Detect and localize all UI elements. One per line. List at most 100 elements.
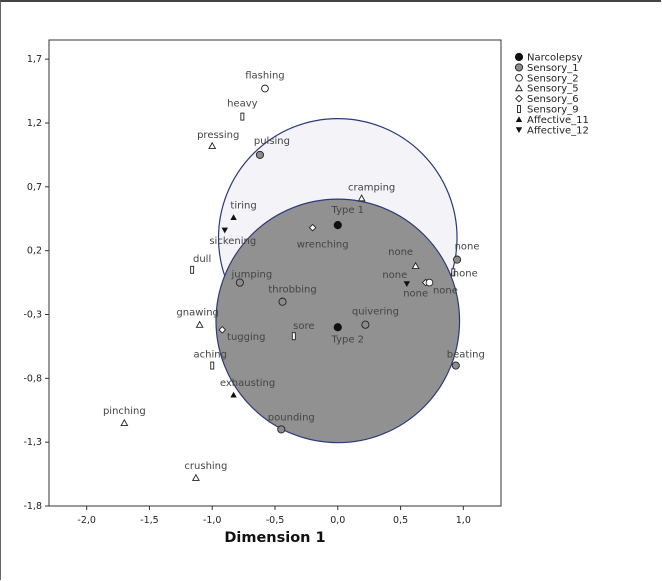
data-point xyxy=(191,473,200,481)
point-label: gnawing xyxy=(176,308,218,319)
y-tick-label: 1,2 xyxy=(27,118,42,129)
data-point xyxy=(261,84,269,93)
legend-label: Affective_11 xyxy=(527,115,589,126)
data-point xyxy=(208,141,217,149)
point-label: tiring xyxy=(230,200,256,211)
point-label: exhausting xyxy=(220,378,275,389)
legend-label: Narcolepsy xyxy=(527,53,583,64)
point-label: throbbing xyxy=(268,285,316,296)
legend-item: Sensory_6 xyxy=(515,94,579,105)
data-point xyxy=(195,320,204,328)
data-point xyxy=(357,194,366,202)
data-point xyxy=(451,361,460,370)
cluster-regions xyxy=(215,118,461,444)
point-label: crushing xyxy=(184,461,227,472)
data-point xyxy=(411,261,420,269)
data-point xyxy=(277,425,286,434)
x-tick-label: -1,0 xyxy=(203,515,222,526)
point-label: wrenching xyxy=(297,240,349,251)
data-point xyxy=(255,150,264,159)
data-point xyxy=(291,332,296,341)
x-tick-label: -1,5 xyxy=(140,515,159,526)
legend-item: Sensory_2 xyxy=(515,73,579,84)
legend-marker xyxy=(515,84,523,92)
data-point xyxy=(235,278,244,287)
x-tick-label: -2,0 xyxy=(77,515,96,526)
data-point xyxy=(120,418,129,427)
point-label: aching xyxy=(194,350,227,361)
data-point xyxy=(308,223,317,232)
legend-label: Sensory_5 xyxy=(527,84,579,95)
data-point xyxy=(240,112,245,121)
y-tick-label: 1,7 xyxy=(27,54,42,65)
x-tick-label: 0,5 xyxy=(393,515,408,526)
legend-marker xyxy=(517,105,521,113)
data-point xyxy=(221,227,228,234)
point-label: flashing xyxy=(245,71,284,82)
point-label: none xyxy=(403,289,428,300)
y-tick-label: 0,7 xyxy=(27,182,42,193)
legend-marker xyxy=(515,116,523,122)
y-tick-label: -0,3 xyxy=(23,309,42,320)
data-point xyxy=(333,221,342,230)
data-point xyxy=(278,297,287,306)
point-label: pressing xyxy=(197,130,239,141)
legend-marker xyxy=(515,127,523,133)
data-point xyxy=(190,265,195,274)
x-tick-label: 0,0 xyxy=(330,515,345,526)
y-tick-label: -0,8 xyxy=(23,373,42,384)
legend-item: Affective_12 xyxy=(515,125,589,136)
x-axis-title: Dimension 1 xyxy=(224,530,325,546)
y-tick-label: -1,3 xyxy=(23,437,42,448)
legend-item: Sensory_9 xyxy=(517,105,579,116)
point-label: none xyxy=(455,242,480,253)
data-points: Type 1 Type 2 flashing heavy pressing pulsing… xyxy=(103,71,485,481)
point-label: quivering xyxy=(352,307,399,318)
point-label: sickening xyxy=(209,236,256,247)
legend-label: Affective_12 xyxy=(527,125,589,136)
point-label: none xyxy=(382,270,407,281)
legend-marker xyxy=(514,63,524,72)
y-tick-label: 0,2 xyxy=(27,246,42,257)
legend-item: Sensory_5 xyxy=(515,84,579,95)
data-point xyxy=(425,278,434,287)
point-label: Type 2 xyxy=(331,334,365,345)
data-point xyxy=(230,391,237,398)
legend-label: Sensory_1 xyxy=(527,63,579,74)
point-label: cramping xyxy=(348,182,395,193)
data-point xyxy=(218,325,227,334)
legend-label: Sensory_9 xyxy=(527,105,579,116)
cluster-region-2 xyxy=(215,198,461,444)
point-label: heavy xyxy=(227,99,258,110)
point-label: sore xyxy=(293,321,314,332)
legend: NarcolepsySensory_1Sensory_2Sensory_5Sen… xyxy=(514,53,589,136)
point-label: tugging xyxy=(227,332,265,343)
legend-item: Narcolepsy xyxy=(514,53,583,64)
point-label: none xyxy=(388,247,413,258)
point-label: none xyxy=(453,268,478,279)
point-label: pounding xyxy=(268,412,315,423)
point-label: dull xyxy=(193,254,211,265)
point-label: beating xyxy=(447,350,485,361)
data-point xyxy=(451,268,456,277)
legend-item: Sensory_1 xyxy=(514,63,579,74)
x-tick-label: 1,0 xyxy=(456,515,471,526)
data-point xyxy=(453,255,462,264)
data-point xyxy=(210,361,215,370)
axes: -2,0 -1,5 -1,0 -0,5 0,0 0,5 1,0 1,7 1,2 0,7 0,2 -0,… xyxy=(23,54,470,526)
legend-item: Affective_11 xyxy=(515,115,589,126)
data-point xyxy=(361,320,370,329)
legend-marker xyxy=(515,94,523,103)
data-point xyxy=(333,323,342,332)
y-tick-label: -1,8 xyxy=(23,501,42,512)
point-label: pinching xyxy=(103,406,146,417)
data-point xyxy=(230,214,237,221)
legend-marker xyxy=(515,73,523,82)
point-label: pulsing xyxy=(254,136,290,147)
data-point xyxy=(403,281,411,288)
point-label: jumping xyxy=(231,270,273,281)
x-tick-label: -0,5 xyxy=(266,515,285,526)
point-label: none xyxy=(433,286,458,297)
